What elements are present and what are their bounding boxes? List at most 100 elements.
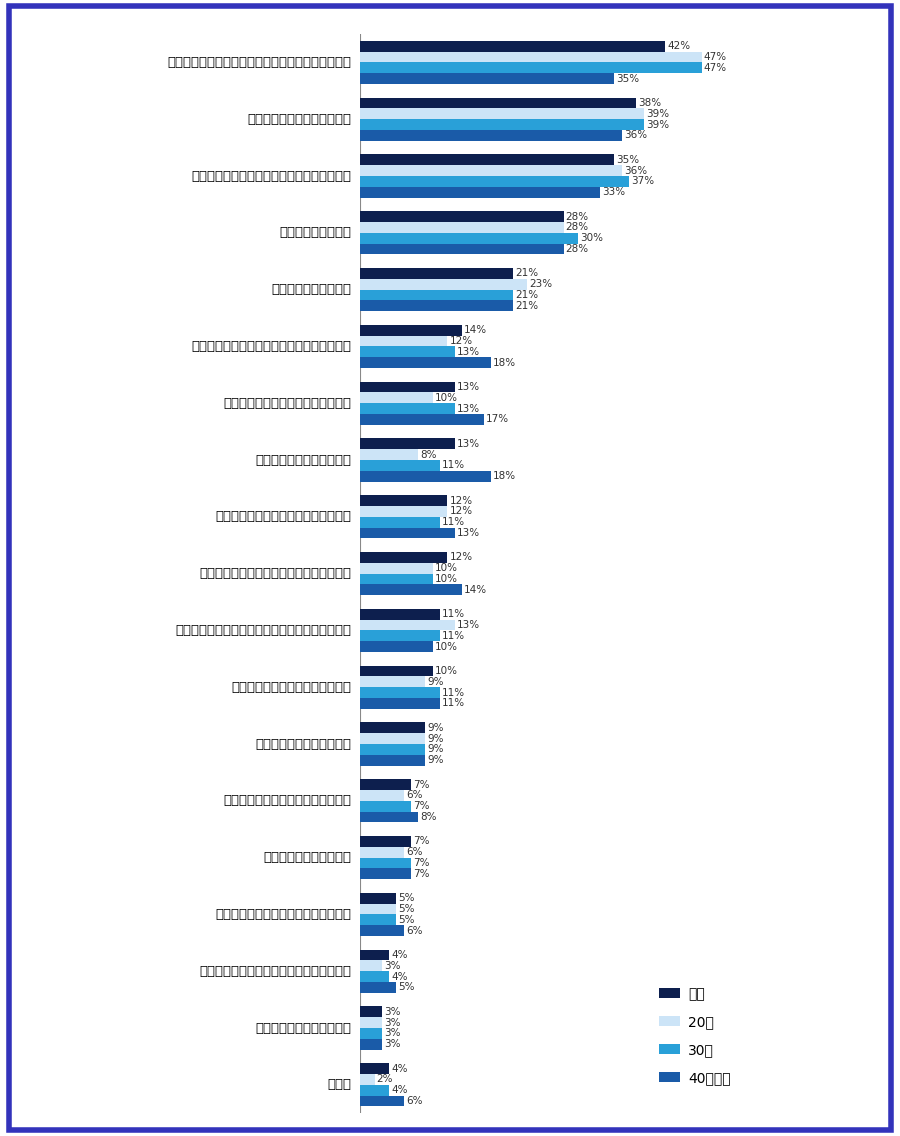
Bar [360, 1018, 382, 1028]
Text: 9%: 9% [428, 722, 444, 733]
Text: 38%: 38% [638, 98, 662, 108]
Text: 4%: 4% [392, 1063, 408, 1074]
Bar [360, 574, 433, 585]
Bar [360, 630, 440, 641]
Text: 9%: 9% [428, 744, 444, 754]
Text: 2%: 2% [377, 1075, 393, 1085]
Text: 13%: 13% [456, 528, 480, 538]
Bar [360, 301, 513, 311]
Text: 3%: 3% [384, 1006, 400, 1017]
Text: 39%: 39% [645, 109, 669, 119]
Text: 30%: 30% [580, 233, 603, 243]
Bar [360, 666, 433, 677]
Bar [360, 971, 389, 982]
Bar [360, 507, 447, 517]
Bar [360, 904, 396, 914]
Bar [360, 1075, 374, 1085]
Text: 14%: 14% [464, 325, 487, 335]
Text: 6%: 6% [406, 926, 422, 936]
Bar [360, 698, 440, 709]
Bar [360, 450, 418, 460]
Text: 14%: 14% [464, 585, 487, 595]
Bar [360, 779, 411, 791]
Text: 9%: 9% [428, 677, 444, 687]
Bar [360, 346, 454, 357]
Bar [360, 279, 527, 290]
Bar [360, 471, 490, 482]
Text: 17%: 17% [486, 415, 508, 425]
Text: 9%: 9% [428, 755, 444, 766]
Bar [360, 584, 462, 595]
Bar [360, 687, 440, 698]
Bar [360, 676, 426, 687]
Bar [360, 176, 629, 187]
Text: 18%: 18% [493, 471, 517, 482]
Text: 13%: 13% [456, 346, 480, 357]
Text: 13%: 13% [456, 620, 480, 630]
Text: 12%: 12% [449, 495, 473, 506]
Bar [360, 791, 403, 801]
Bar [360, 154, 615, 166]
Bar [360, 325, 462, 336]
Text: 10%: 10% [435, 393, 458, 403]
Text: 35%: 35% [616, 154, 640, 165]
Bar [360, 357, 490, 368]
Bar [360, 563, 433, 574]
Text: 7%: 7% [413, 801, 429, 811]
Bar [360, 722, 426, 734]
Bar [360, 268, 513, 278]
Text: 6%: 6% [406, 847, 422, 858]
Bar [360, 858, 411, 869]
Bar [360, 744, 426, 754]
Bar [360, 893, 396, 904]
Bar [360, 620, 454, 630]
Text: 5%: 5% [399, 914, 415, 925]
Bar [360, 98, 636, 109]
Bar [360, 925, 403, 936]
Bar [360, 734, 426, 744]
Text: 7%: 7% [413, 836, 429, 846]
Text: 11%: 11% [442, 699, 465, 709]
Bar [360, 1006, 382, 1018]
Text: 42%: 42% [668, 41, 690, 51]
Text: 13%: 13% [456, 382, 480, 392]
Bar [360, 1038, 382, 1050]
Bar [360, 960, 382, 971]
Bar [360, 233, 578, 244]
Text: 11%: 11% [442, 630, 465, 641]
Bar [360, 73, 615, 84]
Text: 7%: 7% [413, 869, 429, 879]
Text: 13%: 13% [456, 403, 480, 414]
Text: 21%: 21% [515, 301, 538, 311]
Text: 11%: 11% [442, 517, 465, 527]
Text: 18%: 18% [493, 358, 517, 368]
Text: 5%: 5% [399, 983, 415, 993]
Bar [360, 62, 702, 73]
Text: 12%: 12% [449, 552, 473, 562]
Text: 7%: 7% [413, 858, 429, 868]
Bar [360, 403, 454, 415]
Bar [360, 552, 447, 562]
Text: 21%: 21% [515, 290, 538, 300]
Bar [360, 495, 447, 507]
Bar [360, 1085, 389, 1095]
Bar [360, 166, 622, 176]
Text: 5%: 5% [399, 904, 415, 914]
Bar [360, 1095, 403, 1106]
Text: 10%: 10% [435, 574, 458, 584]
Text: 13%: 13% [456, 438, 480, 449]
Bar [360, 1028, 382, 1038]
Text: 12%: 12% [449, 336, 473, 346]
Bar [360, 211, 563, 222]
Bar [360, 223, 563, 233]
Text: 39%: 39% [645, 119, 669, 130]
Bar [360, 869, 411, 879]
Text: 3%: 3% [384, 1039, 400, 1050]
Bar [360, 914, 396, 925]
Bar [360, 527, 454, 538]
Bar [360, 847, 403, 858]
Bar [360, 438, 454, 449]
Text: 3%: 3% [384, 1028, 400, 1038]
Text: 21%: 21% [515, 268, 538, 278]
Bar [360, 382, 454, 392]
